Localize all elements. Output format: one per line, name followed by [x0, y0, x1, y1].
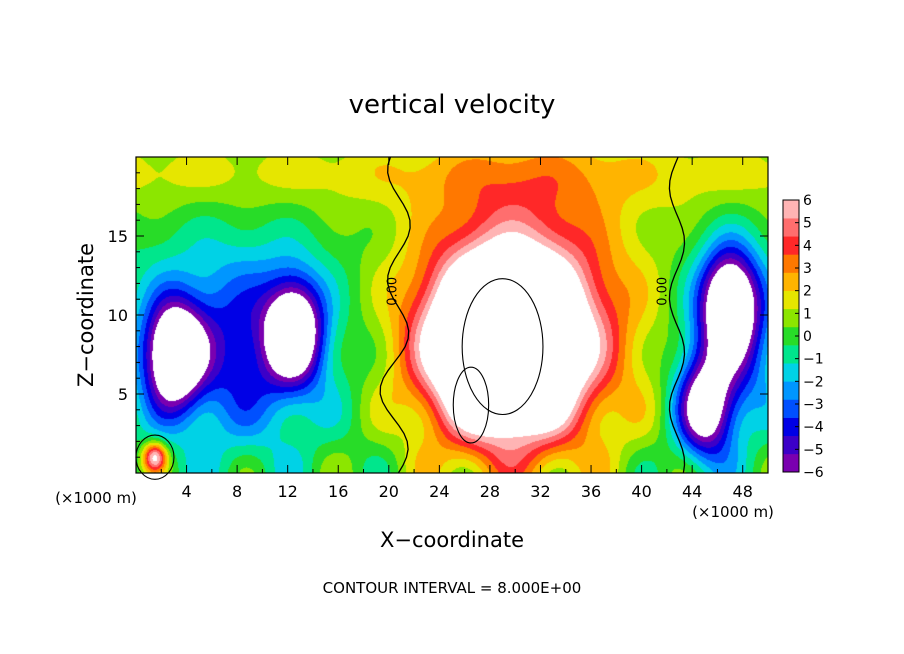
colorbar-tick-label: −1: [803, 352, 824, 368]
colorbar-swatch: [783, 326, 799, 346]
plot-area: 0.00 0.00: [135, 156, 769, 480]
colorbar-swatch: [783, 363, 799, 382]
y-axis-ticks: 5 10 15: [108, 172, 768, 458]
colorbar-tick-label: 3: [803, 261, 812, 277]
colorbar-swatch: [783, 399, 799, 418]
x-tick-label: 48: [733, 482, 753, 501]
colorbar-swatch: [783, 200, 799, 219]
x-tick-label: 12: [278, 482, 298, 501]
contour-label: 0.00: [655, 277, 670, 306]
colorbar-swatches: [782, 199, 800, 473]
colorbar-swatch: [783, 345, 799, 364]
colorbar-tick-label: 5: [803, 216, 812, 232]
x-tick-label: 36: [581, 482, 601, 501]
colorbar-swatch: [783, 381, 799, 400]
colorbar-tick-label: 1: [803, 306, 812, 322]
contour-interval-note: CONTOUR INTERVAL = 8.000E+00: [323, 579, 582, 597]
contour-loop: [461, 278, 544, 416]
x-axis-ticks: 4 8 12 16 20 24 28 32 36 40 44 48: [160, 157, 753, 501]
colorbar-tick-label: 2: [803, 284, 812, 300]
zero-contour-line: [668, 156, 686, 474]
contour-loop: [452, 366, 490, 444]
y-axis-label: Z−coordinate: [74, 243, 98, 387]
x-tick-label: 4: [181, 482, 191, 501]
colorbar-swatch: [783, 218, 799, 237]
colorbar-swatch: [783, 272, 799, 291]
colorbar-swatch: [783, 417, 799, 437]
colorbar-swatch: [783, 254, 799, 273]
colorbar-tick-label: 0: [803, 329, 812, 345]
heatmap-field: [136, 157, 768, 473]
chart-title: vertical velocity: [349, 90, 556, 120]
colorbar-swatch: [783, 290, 799, 310]
y-tick-label: 10: [108, 306, 128, 325]
colorbar-tick-label: −2: [803, 374, 824, 390]
colorbar-tick-label: 6: [803, 193, 812, 209]
x-tick-label: 20: [379, 482, 399, 501]
colorbar-tick-label: 4: [803, 238, 812, 254]
x-unit-label-left: (×1000 m): [55, 489, 137, 507]
colorbar-tick-label: −3: [803, 397, 824, 413]
colorbar-swatch: [783, 453, 799, 473]
colorbar-swatch: [783, 308, 799, 328]
y-tick-label: 15: [108, 227, 128, 246]
colorbar-ticks: 6 5 4 3 2 1 0 −1 −2 −3 −4 −5 −6: [795, 193, 824, 481]
x-unit-label-right: (×1000 m): [692, 503, 774, 521]
x-tick-label: 32: [530, 482, 550, 501]
colorbar-tick-label: −5: [803, 442, 824, 458]
colorbar-swatch: [783, 236, 799, 255]
colorbar-swatch: [783, 435, 799, 455]
colorbar: 6 5 4 3 2 1 0 −1 −2 −3 −4 −5 −6: [782, 193, 824, 481]
x-tick-label: 8: [232, 482, 242, 501]
colorbar-tick-label: −4: [803, 420, 824, 436]
x-tick-label: 16: [328, 482, 348, 501]
contour-label: 0.00: [386, 277, 401, 306]
y-tick-label: 5: [118, 385, 128, 404]
x-tick-label: 28: [480, 482, 500, 501]
zero-contour-line: [379, 156, 411, 474]
x-axis-label: X−coordinate: [380, 528, 524, 552]
x-tick-label: 24: [429, 482, 449, 501]
colorbar-tick-label: −6: [803, 465, 824, 481]
x-tick-label: 40: [631, 482, 651, 501]
x-tick-label: 44: [682, 482, 702, 501]
